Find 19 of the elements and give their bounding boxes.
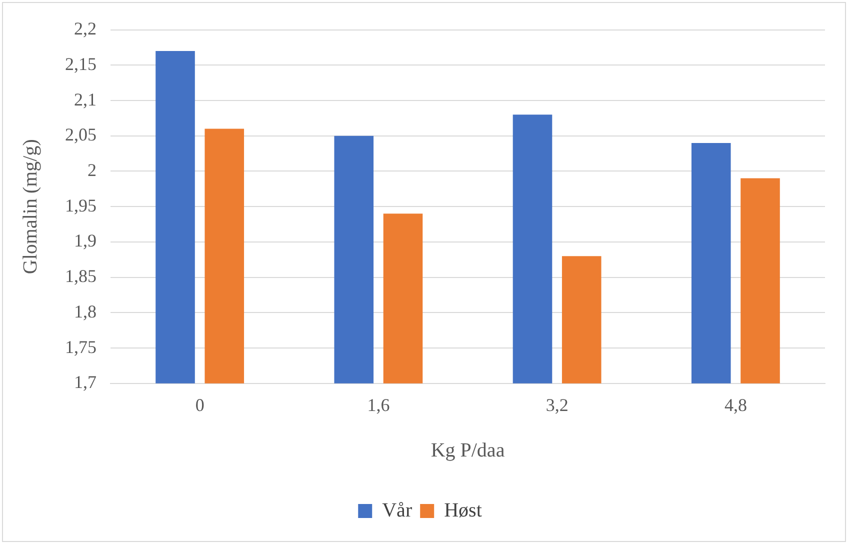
y-tick-label: 2 <box>88 160 96 180</box>
y-tick-label: 1,85 <box>65 266 96 286</box>
x-axis-title: Kg P/daa <box>430 439 505 462</box>
x-tick-label: 4,8 <box>724 394 747 415</box>
x-tick-label: 1,6 <box>367 394 390 415</box>
y-axis-title: Glomalin (mg/g) <box>19 139 42 274</box>
y-tick-label: 1,9 <box>74 230 96 251</box>
x-tick-label: 3,2 <box>546 394 568 415</box>
y-tick-label: 2,2 <box>74 18 96 39</box>
y-tick-label: 1,7 <box>74 372 96 392</box>
y-tick-label: 2,05 <box>65 124 96 145</box>
y-tick-label: 1,8 <box>74 301 96 322</box>
x-tick-label: 0 <box>195 394 204 415</box>
y-tick-label: 2,1 <box>74 89 96 110</box>
y-tick-label: 2,15 <box>65 54 96 74</box>
legend-label: Vår <box>382 499 412 522</box>
y-tick-label: 1,75 <box>65 336 96 357</box>
y-tick-label: 1,95 <box>65 195 96 216</box>
legend-label: Høst <box>444 499 482 522</box>
